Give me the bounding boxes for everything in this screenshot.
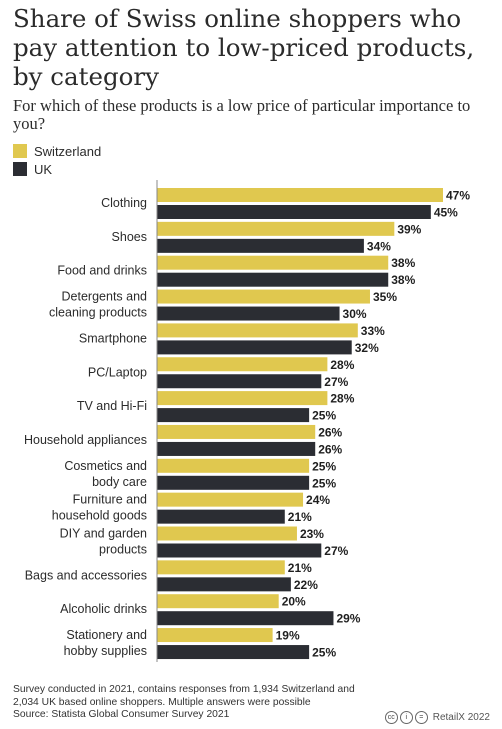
legend-label-uk: UK [34, 161, 53, 177]
data-label-switzerland-household-appliances: 26% [318, 425, 342, 439]
data-label-uk-household-appliances: 26% [318, 442, 342, 456]
bar-switzerland-furniture-and-household-goods [157, 492, 304, 507]
legend-item-switzerland: Switzerland [13, 143, 101, 159]
data-label-switzerland-bags-and-accessories: 21% [288, 561, 312, 575]
data-label-switzerland-diy-and-garden-products: 23% [300, 527, 324, 541]
chart-subtitle: For which of these products is a low pri… [13, 96, 471, 133]
data-label-uk-smartphone: 32% [355, 341, 379, 355]
bar-chart: Clothing 47% 45% Shoes 39% 34% Food and drinks… [24, 180, 470, 662]
bar-uk-clothing [157, 205, 431, 219]
bar-switzerland-smartphone [157, 323, 358, 338]
data-label-switzerland-food-and-drinks: 38% [391, 256, 415, 270]
category-label-furniture-and-household-goods: Furniture and household goods [52, 493, 147, 523]
data-label-switzerland-pc-laptop: 28% [330, 358, 354, 372]
bar-switzerland-pc-laptop [157, 357, 328, 372]
data-label-uk-pc-laptop: 27% [324, 375, 348, 389]
bar-switzerland-alcoholic-drinks [157, 594, 279, 609]
bar-switzerland-clothing [157, 188, 443, 202]
data-label-switzerland-stationery-and-hobby-supplies: 19% [276, 629, 300, 643]
bar-uk-detergents-and-cleaning-products [157, 306, 340, 321]
data-label-switzerland-shoes: 39% [397, 222, 421, 236]
category-label-food-and-drinks: Food and drinks [57, 264, 147, 278]
data-label-switzerland-furniture-and-household-goods: 24% [306, 493, 330, 507]
bar-uk-shoes [157, 238, 364, 253]
category-label-pc-laptop: PC/Laptop [88, 365, 147, 379]
category-label-bags-and-accessories: Bags and accessories [25, 568, 147, 582]
legend-label-switzerland: Switzerland [34, 143, 102, 159]
bar-uk-food-and-drinks [157, 272, 389, 287]
category-label-cosmetics-and-body-care: Cosmetics and body care [64, 459, 147, 489]
bar-uk-tv-and-hi-fi [157, 408, 310, 423]
bar-uk-household-appliances [157, 441, 316, 456]
data-label-switzerland-smartphone: 33% [361, 324, 385, 338]
category-label-diy-and-garden-products: DIY and garden products [60, 527, 147, 557]
bar-uk-pc-laptop [157, 374, 322, 389]
cc-noderivs-icon: = [414, 711, 428, 724]
category-label-stationery-and-hobby-supplies: Stationery and hobby supplies [64, 628, 147, 658]
bar-switzerland-tv-and-hi-fi [157, 391, 328, 406]
bar-uk-stationery-and-hobby-supplies [157, 645, 310, 660]
brand: cc i = RetailX 2022 [384, 711, 490, 724]
data-label-uk-detergents-and-cleaning-products: 30% [343, 307, 367, 321]
bar-uk-bags-and-accessories [157, 577, 291, 592]
category-label-shoes: Shoes [112, 230, 147, 244]
category-label-smartphone: Smartphone [79, 331, 147, 345]
data-label-uk-furniture-and-household-goods: 21% [288, 510, 312, 524]
bar-uk-alcoholic-drinks [157, 611, 334, 626]
category-label-tv-and-hi-fi: TV and Hi-Fi [77, 399, 147, 413]
footer: Survey conducted in 2021, contains respo… [13, 684, 383, 722]
bar-switzerland-cosmetics-and-body-care [157, 458, 310, 473]
bar-switzerland-household-appliances [157, 424, 316, 439]
data-label-switzerland-clothing: 47% [446, 189, 470, 203]
bar-switzerland-bags-and-accessories [157, 560, 285, 575]
bar-uk-smartphone [157, 340, 352, 355]
footer-note: Survey conducted in 2021, contains respo… [13, 684, 355, 708]
cc-attribution-icon: i [399, 711, 413, 724]
category-label-clothing: Clothing [101, 196, 147, 210]
category-label-alcoholic-drinks: Alcoholic drinks [60, 602, 147, 616]
chart-title: Share of Swiss online shoppers who pay a… [13, 4, 475, 91]
bar-switzerland-diy-and-garden-products [157, 526, 297, 541]
bar-switzerland-shoes [157, 221, 395, 236]
bar-uk-diy-and-garden-products [157, 543, 322, 558]
brand-label: RetailX 2022 [432, 712, 490, 723]
data-label-uk-food-and-drinks: 38% [391, 273, 415, 287]
data-label-uk-bags-and-accessories: 22% [294, 578, 318, 592]
legend-swatch-uk [13, 162, 27, 176]
data-label-uk-stationery-and-hobby-supplies: 25% [312, 646, 336, 660]
data-label-switzerland-tv-and-hi-fi: 28% [330, 392, 354, 406]
legend-item-uk: UK [13, 161, 52, 177]
footer-source: Source: Statista Global Consumer Survey … [13, 709, 230, 720]
category-label-detergents-and-cleaning-products: Detergents and cleaning products [49, 290, 147, 320]
data-label-uk-tv-and-hi-fi: 25% [312, 409, 336, 423]
data-label-switzerland-detergents-and-cleaning-products: 35% [373, 290, 397, 304]
data-label-switzerland-alcoholic-drinks: 20% [282, 595, 306, 609]
bar-switzerland-detergents-and-cleaning-products [157, 289, 370, 304]
data-label-switzerland-cosmetics-and-body-care: 25% [312, 459, 336, 473]
category-label-household-appliances: Household appliances [24, 433, 147, 447]
data-label-uk-alcoholic-drinks: 29% [336, 612, 360, 626]
legend-swatch-switzerland [13, 144, 27, 158]
bar-uk-furniture-and-household-goods [157, 509, 285, 524]
data-label-uk-diy-and-garden-products: 27% [324, 544, 348, 558]
cc-license-icon: cc [384, 711, 398, 724]
data-label-uk-cosmetics-and-body-care: 25% [312, 476, 336, 490]
data-label-uk-shoes: 34% [367, 239, 391, 253]
data-label-uk-clothing: 45% [434, 206, 458, 220]
bar-switzerland-stationery-and-hobby-supplies [157, 628, 273, 643]
bar-switzerland-food-and-drinks [157, 255, 389, 270]
bar-uk-cosmetics-and-body-care [157, 475, 310, 490]
